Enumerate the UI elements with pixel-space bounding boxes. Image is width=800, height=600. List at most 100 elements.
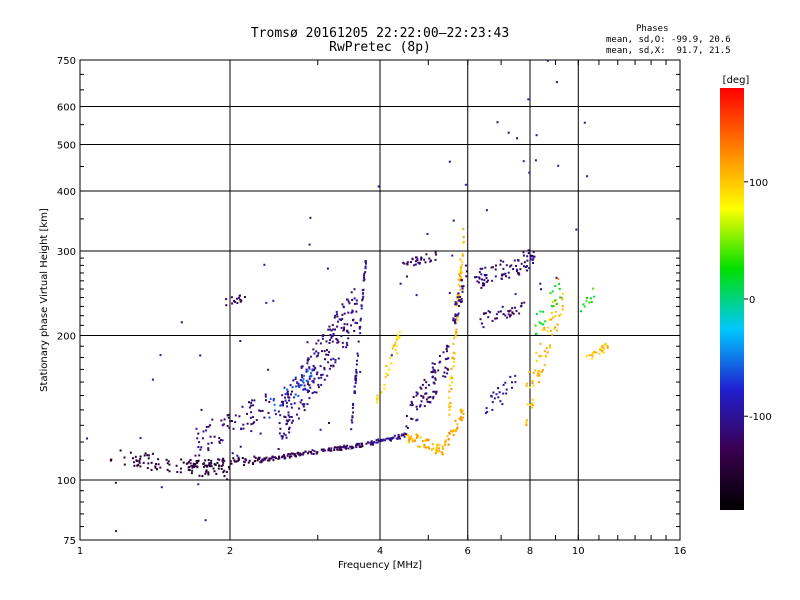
data-point (286, 405, 289, 408)
data-point (346, 444, 349, 447)
data-point (496, 121, 499, 124)
data-point (602, 351, 605, 354)
data-point (239, 340, 242, 342)
data-point (526, 269, 529, 272)
data-point (447, 443, 450, 446)
data-point (336, 313, 338, 316)
data-point (539, 342, 542, 345)
data-point (389, 356, 391, 359)
data-point (554, 326, 557, 329)
data-point (352, 402, 355, 405)
data-point (195, 460, 198, 462)
data-point (268, 400, 271, 403)
data-point (179, 471, 182, 474)
data-point (268, 459, 271, 462)
data-point (227, 416, 230, 419)
data-point (273, 409, 276, 412)
data-point (510, 264, 513, 267)
data-point (209, 424, 212, 427)
data-point (445, 348, 448, 350)
data-point (231, 452, 234, 455)
data-point (455, 333, 457, 335)
data-point (288, 456, 291, 459)
data-point (363, 276, 365, 279)
data-point (284, 416, 287, 419)
data-point (393, 434, 396, 437)
data-point (532, 262, 534, 264)
data-point (288, 426, 291, 429)
data-point (528, 171, 531, 174)
data-point (415, 391, 418, 394)
data-point (340, 319, 343, 321)
data-point (281, 455, 284, 458)
data-point (305, 370, 308, 373)
data-point (542, 310, 545, 313)
data-point (363, 278, 366, 281)
data-point (499, 400, 502, 403)
data-point (249, 416, 252, 419)
data-point (280, 404, 283, 407)
data-point (123, 463, 126, 466)
data-point (328, 422, 330, 424)
data-point (491, 401, 494, 404)
data-point (539, 310, 542, 313)
data-point (458, 283, 460, 286)
data-point (444, 442, 447, 445)
data-point (419, 404, 422, 407)
data-point (302, 452, 305, 455)
data-point (462, 227, 465, 230)
data-point (323, 350, 326, 353)
data-point (528, 267, 531, 270)
colorbar-ticks: 100 0 -100 (744, 178, 772, 423)
data-point (448, 408, 451, 411)
data-point (406, 433, 409, 436)
data-point (255, 419, 258, 421)
data-point (346, 298, 349, 301)
data-point (425, 392, 428, 395)
data-point (399, 330, 402, 333)
data-point (272, 459, 275, 462)
data-point (221, 464, 224, 467)
data-point (217, 458, 220, 461)
data-point (498, 391, 501, 394)
data-point (461, 290, 464, 293)
data-point (218, 458, 221, 461)
data-point (452, 317, 455, 320)
grid-lines (80, 60, 680, 540)
data-point (150, 461, 153, 464)
data-point (306, 341, 309, 344)
data-point (411, 404, 414, 407)
data-point (361, 445, 364, 448)
data-point (432, 368, 435, 371)
data-point (591, 357, 593, 360)
data-point (355, 302, 358, 305)
data-point (381, 439, 384, 442)
data-point (412, 396, 415, 398)
data-point (415, 433, 418, 436)
data-point (310, 452, 313, 455)
data-point (483, 274, 486, 276)
data-point (411, 440, 414, 443)
data-point (328, 342, 331, 344)
data-point (575, 228, 578, 231)
data-point (355, 379, 357, 382)
phase-stats-heading: Phases (636, 24, 669, 34)
data-point (444, 439, 447, 442)
data-point (525, 384, 528, 387)
data-point (242, 427, 245, 430)
data-point (252, 463, 254, 465)
data-point (354, 376, 357, 379)
data-point (459, 267, 462, 270)
data-point (292, 379, 295, 382)
data-point (353, 385, 356, 388)
data-point (317, 386, 320, 389)
data-point (351, 416, 354, 419)
data-point (197, 459, 200, 462)
data-point (321, 337, 324, 340)
data-point (228, 426, 231, 429)
data-point (490, 266, 493, 269)
data-point (326, 349, 328, 352)
data-point (304, 450, 307, 453)
data-point (526, 265, 528, 268)
data-point (207, 425, 210, 428)
